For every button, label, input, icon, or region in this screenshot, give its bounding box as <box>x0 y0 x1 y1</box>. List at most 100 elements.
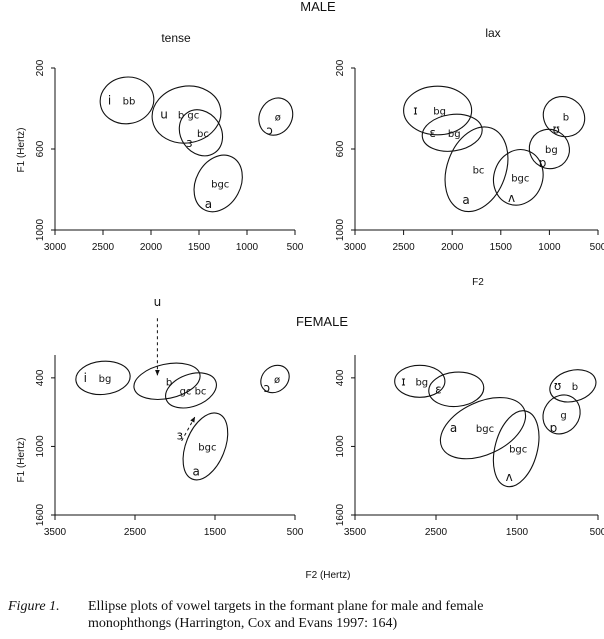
vowel-ellipse <box>178 109 224 157</box>
x-tick-label: 1500 <box>490 242 513 253</box>
vowel-ellipse <box>394 364 446 398</box>
vowel-label: a <box>450 421 457 435</box>
y-tick-label: 600 <box>335 140 346 157</box>
vowel-label: ɜ <box>186 136 192 150</box>
vowel-ellipse <box>165 372 217 409</box>
y-axis-label: F1 (Hertz) <box>16 438 27 483</box>
vowel-ellipse <box>542 394 581 435</box>
ellipse-point-labels: b <box>166 377 172 388</box>
x-tick-label: 1000 <box>538 242 561 253</box>
y-tick-label: 1600 <box>35 503 46 526</box>
x-tick-label: 2000 <box>441 242 464 253</box>
x-tick-label: 1500 <box>188 242 211 253</box>
vowel-ellipse <box>528 128 571 170</box>
ellipse-point-labels: bb <box>123 96 136 107</box>
vowel-ellipse-group <box>151 85 222 144</box>
y-axis-label: F1 (Hertz) <box>16 128 27 173</box>
vowel-ellipse-group <box>178 109 224 157</box>
x-tick-label: 1500 <box>506 527 529 538</box>
vowel-label: a <box>462 193 469 207</box>
vowel-ellipse <box>444 126 509 213</box>
ellipse-point-labels: b <box>563 113 569 124</box>
ellipse-point-labels: bc <box>473 165 485 176</box>
vowel-ellipse <box>549 369 597 403</box>
vowel-ellipse <box>99 76 155 125</box>
panel-male-lax: 3000 2500 2000 1500 1000 500 200 600 1000 F2 bg ɪ bg… <box>335 59 604 288</box>
vowel-ellipse-group <box>260 364 290 394</box>
ellipse-point-labels: g <box>560 410 566 421</box>
vowel-label: i <box>84 371 87 385</box>
ellipse-point-labels: bg <box>415 377 428 388</box>
annotation-arrow-line <box>181 416 196 442</box>
vowel-label: ɪ <box>401 374 405 388</box>
x-tick-label: 3500 <box>44 527 67 538</box>
ellipse-point-labels: bgc <box>511 173 529 184</box>
y-tick-label: 400 <box>35 369 46 386</box>
x-tick-label: 500 <box>287 527 304 538</box>
ellipse-point-labels: bgc <box>509 445 527 456</box>
vowel-ellipse <box>492 410 540 488</box>
vowel-ellipse <box>492 149 544 206</box>
vowel-ellipse-group <box>75 360 131 396</box>
figure-caption: Figure 1. Ellipse plots of vowel targets … <box>8 598 598 632</box>
x-tick-label: 500 <box>590 242 604 253</box>
vowel-label: ɪ <box>413 104 417 118</box>
vowel-label: i <box>108 93 111 107</box>
vowel-ellipse-group <box>421 113 483 152</box>
ellipse-point-labels: b <box>572 382 578 393</box>
y-tick-label: 1000 <box>35 218 46 241</box>
vowel-label: ɒ <box>550 421 558 435</box>
x-tick-label: 500 <box>287 242 304 253</box>
heading-male: MALE <box>300 0 336 14</box>
vowel-ellipse <box>151 85 222 144</box>
ellipse-point-labels: bg <box>448 129 461 140</box>
vowel-ellipse-group <box>428 371 485 408</box>
x-tick-label: 2500 <box>124 527 147 538</box>
x-tick-label: 3000 <box>344 242 367 253</box>
vowel-label: ʌ <box>506 470 513 484</box>
x-axis-label: F2 <box>472 277 484 288</box>
caption-line-2: monophthongs (Harrington, Cox and Evans … <box>88 616 398 631</box>
vowel-ellipse <box>542 95 586 138</box>
x-tick-label: 2500 <box>425 527 448 538</box>
y-tick-label: 600 <box>35 140 46 157</box>
vowel-ellipse <box>75 360 131 396</box>
ellipse-point-labels: ø <box>274 375 280 386</box>
x-tick-label: 1000 <box>236 242 259 253</box>
annotation-label: u <box>154 295 162 309</box>
ellipse-point-labels: bg <box>433 107 446 118</box>
x-tick-label: 2500 <box>92 242 115 253</box>
vowel-ellipse <box>403 85 473 136</box>
ellipse-point-labels: bgc <box>476 424 494 435</box>
vowel-label: ɛ <box>429 126 436 140</box>
x-tick-label: 3500 <box>344 527 367 538</box>
vowel-ellipse-group <box>99 76 155 125</box>
vowel-ellipse-group <box>542 95 586 138</box>
vowel-label: a <box>205 197 212 211</box>
caption-line-1: Ellipse plots of vowel targets in the fo… <box>88 599 484 614</box>
ellipse-point-labels: ø <box>275 113 281 124</box>
vowel-label: ʊ <box>554 379 561 393</box>
vowel-ellipse <box>182 412 229 481</box>
x-tick-label: 2500 <box>392 242 415 253</box>
vowel-ellipse-group <box>258 97 294 136</box>
vowel-label: ɒ <box>539 156 547 170</box>
annotation-arrow-head <box>190 416 195 423</box>
annotation-label: ɜ <box>177 429 183 443</box>
vowel-label: ɛ <box>435 382 442 396</box>
y-tick-label: 1000 <box>335 435 346 458</box>
y-tick-label: 400 <box>335 369 346 386</box>
vowel-ellipse-group <box>542 394 581 435</box>
vowel-ellipse <box>428 371 485 408</box>
ellipse-point-labels: gc bc <box>180 386 207 397</box>
vowel-ellipse <box>258 97 294 136</box>
x-tick-label: 1500 <box>204 527 227 538</box>
vowel-label: ɔ <box>264 381 271 395</box>
vowel-ellipse-group <box>444 126 509 213</box>
vowel-ellipse-group <box>193 154 243 213</box>
vowel-ellipse-group <box>165 372 217 409</box>
vowel-ellipse-group <box>492 410 540 488</box>
vowel-ellipse <box>133 362 201 401</box>
ellipse-point-labels: bg <box>545 145 558 156</box>
